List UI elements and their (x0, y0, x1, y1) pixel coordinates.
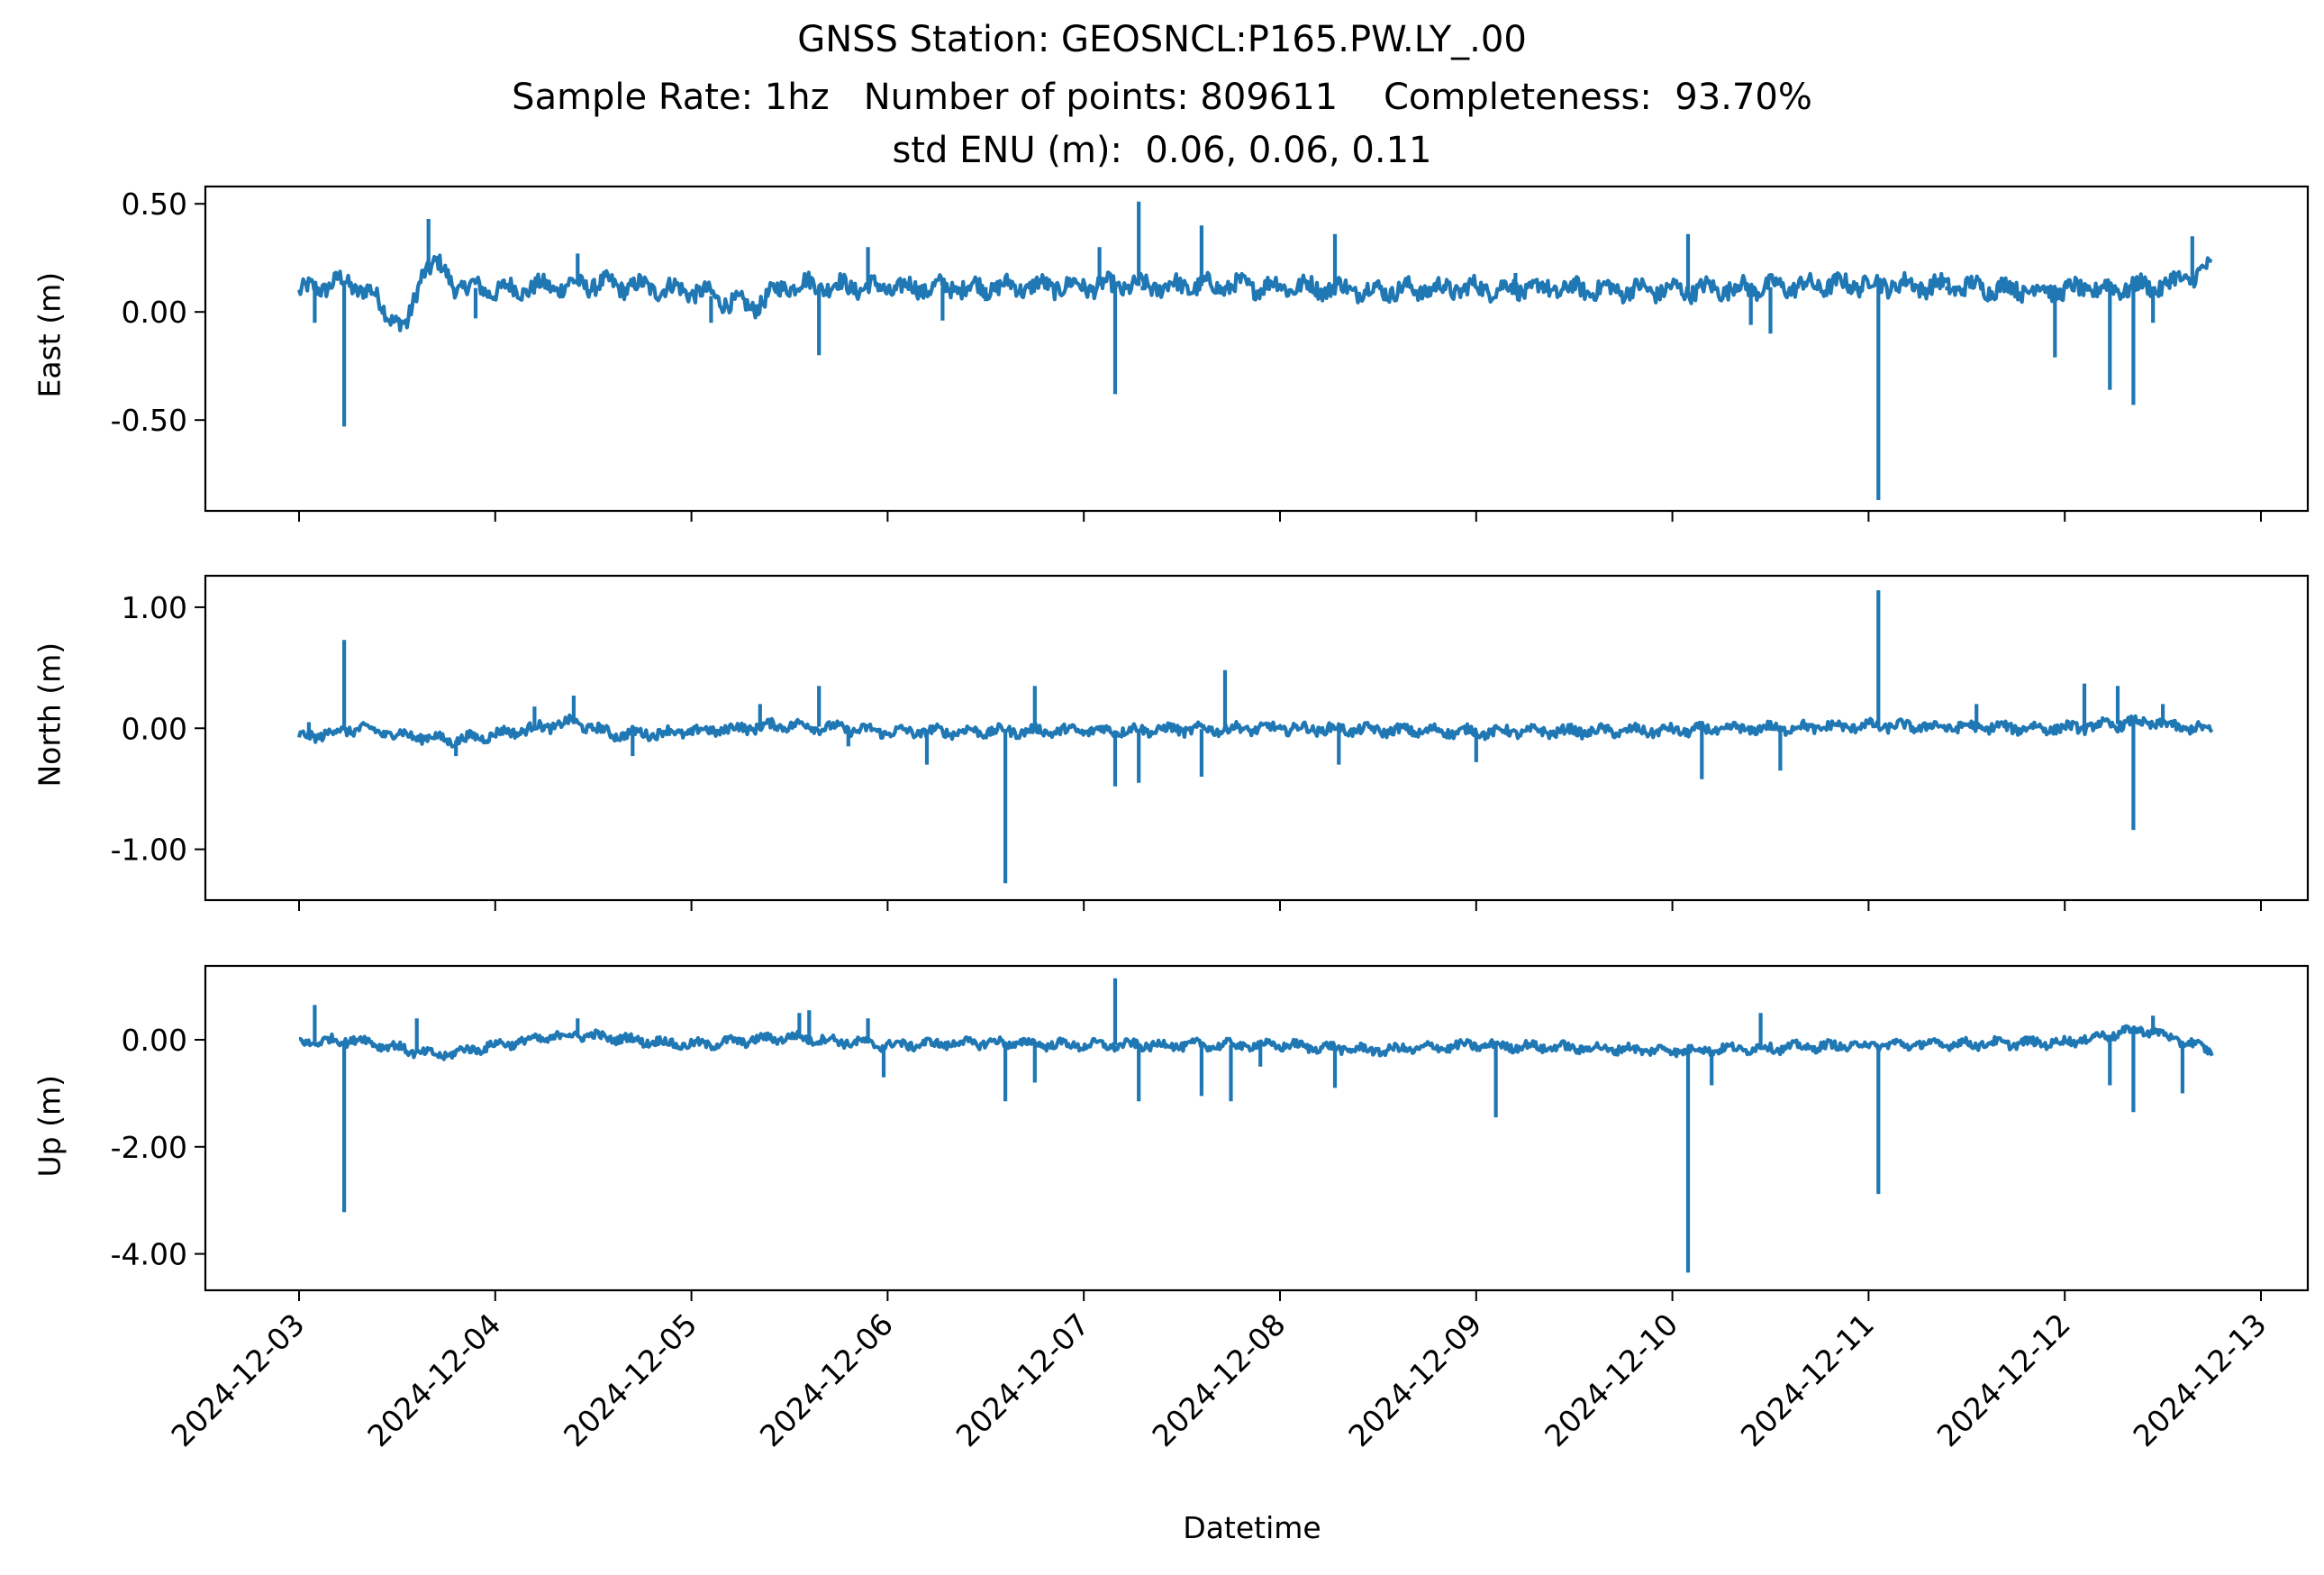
x-tick-label: 2024-12-03 (164, 1306, 311, 1453)
x-tick-label: 2024-12-13 (2126, 1306, 2273, 1453)
chart-title-line-2: Sample Rate: 1hz Number of points: 80961… (512, 77, 1812, 118)
axes-frame-up (204, 964, 2310, 1292)
y-tick-label: 1.00 (122, 590, 187, 625)
ylabel-north: North (m) (32, 642, 68, 788)
y-tick-label: 0.00 (122, 1023, 187, 1058)
series-line-up (298, 978, 2214, 1273)
y-tick-label: 0.00 (122, 711, 187, 746)
x-tick-label: 2024-12-10 (1538, 1306, 1684, 1453)
x-tick-label: 2024-12-04 (360, 1306, 507, 1453)
axes-frame-east (204, 185, 2310, 513)
x-tick-label: 2024-12-05 (557, 1306, 704, 1453)
x-axis-label: Datetime (1183, 1510, 1321, 1545)
y-tick-label: -1.00 (111, 833, 187, 868)
series-line-east (296, 201, 2213, 500)
chart-title-line-3: std ENU (m): 0.06, 0.06, 0.11 (892, 130, 1432, 171)
y-tick-label: 0.00 (122, 295, 187, 330)
x-tick-label: 2024-12-12 (1930, 1306, 2077, 1453)
x-tick-label: 2024-12-09 (1341, 1306, 1488, 1453)
x-tick-label: 2024-12-06 (753, 1306, 900, 1453)
y-tick-label: -4.00 (111, 1237, 187, 1272)
y-tick-label: -2.00 (111, 1130, 187, 1165)
series-line-north (296, 590, 2214, 884)
x-tick-label: 2024-12-08 (1145, 1306, 1292, 1453)
axes-frame-north (204, 574, 2310, 902)
x-tick-label: 2024-12-07 (949, 1306, 1096, 1453)
y-tick-label: -0.50 (111, 403, 187, 438)
ylabel-east: East (m) (32, 271, 68, 398)
chart-title-line-1: GNSS Station: GEOSNCL:P165.PW.LY_.00 (797, 19, 1527, 60)
x-tick-label: 2024-12-11 (1734, 1306, 1881, 1453)
ylabel-up: Up (m) (32, 1075, 68, 1178)
y-tick-label: 0.50 (122, 187, 187, 222)
